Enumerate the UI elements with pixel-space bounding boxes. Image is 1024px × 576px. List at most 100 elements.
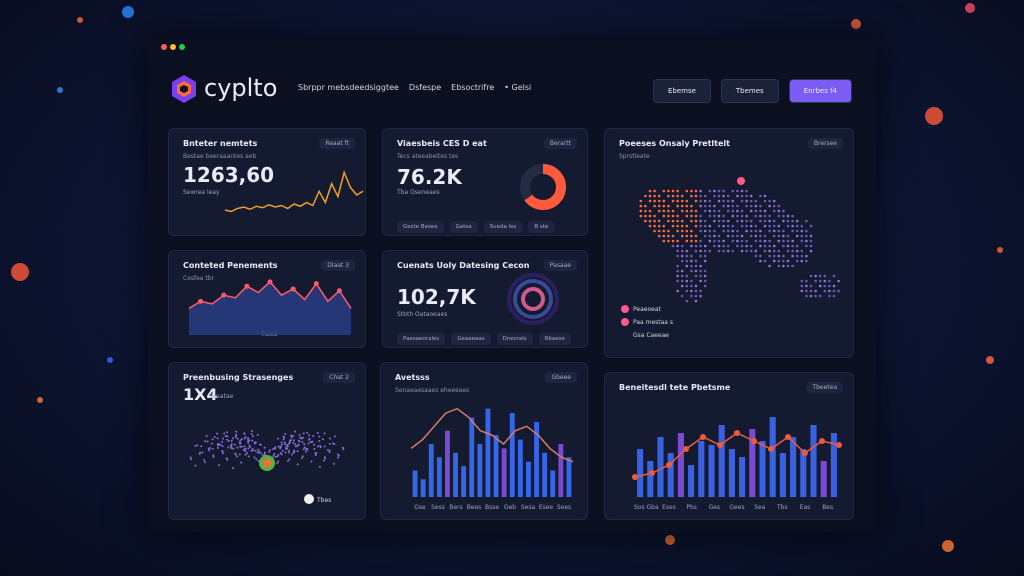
wing-dot (227, 446, 230, 449)
card-tag[interactable]: Berartt (543, 138, 577, 149)
wing-dot (289, 439, 292, 442)
wing-dot (243, 445, 246, 448)
map-dot (699, 214, 702, 218)
chip[interactable]: Geste Besea (397, 221, 444, 233)
wing-dot (190, 458, 193, 461)
map-dot (740, 189, 744, 193)
nav-link[interactable]: Sbrppr mebsdeedsiggtee (298, 83, 399, 92)
map-dot (703, 269, 707, 273)
bokeh-dot (942, 540, 954, 552)
wing-dot (263, 453, 266, 456)
chip[interactable]: B ste (528, 221, 555, 233)
logo: cyplto (204, 74, 278, 102)
map-dot (699, 229, 702, 233)
map-dot (703, 194, 707, 198)
map-dot (772, 254, 776, 258)
wing-dot (309, 440, 312, 443)
map-dot (749, 229, 753, 233)
map-dot (726, 229, 730, 233)
map-dot (694, 269, 698, 273)
wing-dot (317, 445, 320, 448)
nav-link[interactable]: • Gelsi (504, 83, 532, 92)
map-dot (736, 189, 739, 193)
chip[interactable]: Geaaeaas (451, 333, 491, 345)
map-dot (717, 234, 721, 238)
map-dot (768, 214, 771, 218)
point (290, 286, 296, 292)
wing-dot (201, 451, 204, 454)
nav-link[interactable]: Ebsoctrifre (451, 83, 495, 92)
map-dot (754, 249, 758, 253)
point (734, 430, 740, 436)
map-dot (772, 199, 776, 203)
chip[interactable]: Paesaeorales (397, 333, 446, 345)
map-dot (699, 219, 702, 223)
bar (677, 433, 684, 497)
map-dot (722, 239, 725, 243)
map-dot (708, 224, 712, 228)
nav-link[interactable]: Dsfespe (408, 83, 442, 92)
wing-dot (259, 443, 262, 446)
card-tag[interactable]: Tbeetea (806, 382, 843, 393)
wing-dot (240, 461, 243, 464)
toolbar-button[interactable]: Ebemse (652, 79, 711, 103)
chart (188, 279, 352, 335)
chip[interactable]: Dnesrals (496, 333, 533, 345)
map-dot (768, 229, 771, 233)
map-dot (699, 279, 702, 283)
map-dot (703, 259, 707, 263)
map-dot (800, 254, 804, 258)
map-dot (749, 209, 753, 213)
map-dot (731, 239, 735, 243)
x-label: Esee (539, 504, 554, 511)
map-dot (717, 189, 721, 193)
chip[interactable]: Gatsa (449, 221, 478, 233)
card-tag[interactable]: Pasaae (543, 260, 577, 271)
map-dot (648, 194, 652, 198)
map-dot (768, 239, 771, 243)
wing-dot (204, 461, 207, 464)
map-dot (759, 259, 762, 263)
map-dot (685, 279, 689, 283)
card-tag[interactable]: Reaat ft (319, 138, 355, 149)
map-dot (639, 204, 643, 208)
map-dot (644, 194, 647, 198)
card-title: Bnteter nemtets (183, 139, 258, 148)
wing-dot (279, 447, 282, 450)
toolbar-button[interactable]: Enrbes f4 (788, 79, 852, 103)
toolbar-button[interactable]: Tbemes (720, 79, 779, 103)
wing-dot (194, 444, 197, 447)
map-dot (722, 224, 725, 228)
map-dot (828, 279, 831, 283)
map-dot (772, 219, 776, 223)
card-tag[interactable]: Dlaat 3 (321, 260, 355, 271)
chip[interactable]: Rbaese (538, 333, 571, 345)
map-dot (805, 229, 808, 233)
bar (708, 445, 715, 497)
map-dot (694, 284, 698, 288)
map-dot (699, 244, 702, 248)
wing-dot (212, 455, 215, 458)
wing-dot (225, 457, 228, 460)
map-dot (809, 284, 813, 288)
card-tag[interactable]: Brersee (807, 138, 843, 149)
wing-dot (213, 436, 216, 439)
chip[interactable]: Sueda les (483, 221, 523, 233)
wing-dot (300, 437, 303, 440)
card-tag[interactable]: Gbeee (545, 372, 577, 383)
card-tag[interactable]: Chat 2 (323, 372, 355, 383)
wing-dot (222, 437, 225, 440)
map-dot (639, 209, 643, 213)
point (198, 298, 204, 304)
map-dot (685, 299, 689, 303)
wing-dot (282, 438, 285, 441)
wing-dot (277, 445, 280, 448)
bar (759, 441, 766, 497)
map-dot (708, 229, 712, 233)
map-dot (731, 229, 735, 233)
map-dot (639, 199, 643, 203)
map-dot (657, 199, 661, 203)
map-dot (740, 209, 744, 213)
map-pin (737, 177, 745, 185)
map-dot (676, 194, 679, 198)
